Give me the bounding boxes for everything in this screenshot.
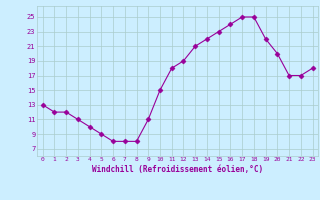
X-axis label: Windchill (Refroidissement éolien,°C): Windchill (Refroidissement éolien,°C) — [92, 165, 263, 174]
